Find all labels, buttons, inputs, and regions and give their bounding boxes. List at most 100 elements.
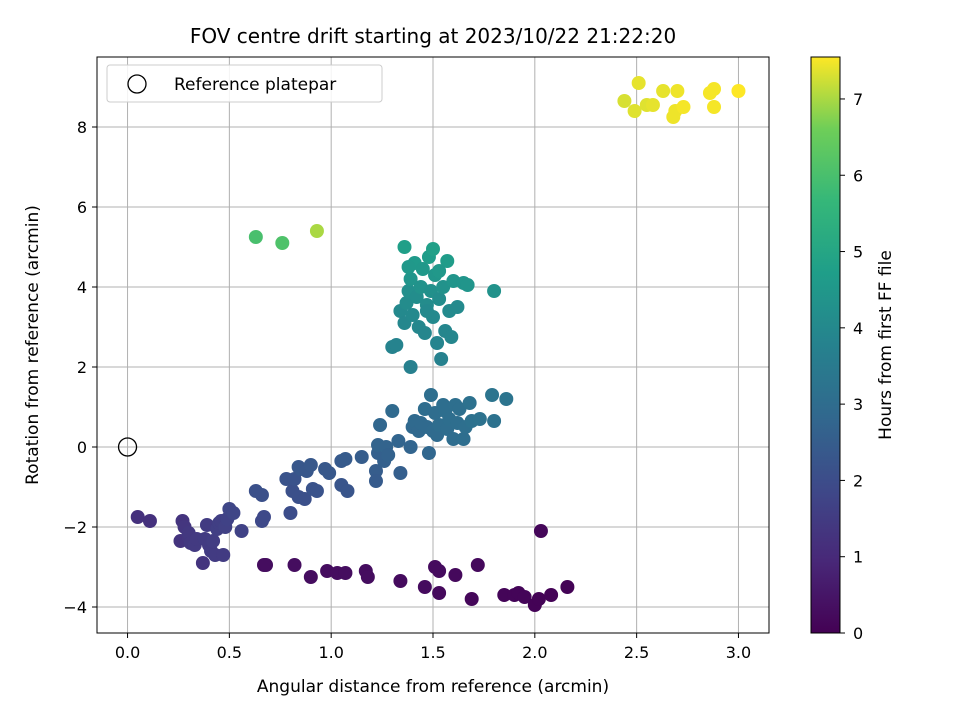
x-tick-label: 1.5: [420, 643, 445, 662]
data-point: [287, 558, 302, 572]
data-point: [389, 338, 404, 352]
colorbar-tick-label: 5: [853, 243, 863, 262]
data-point: [195, 556, 210, 570]
data-point: [381, 448, 396, 462]
data-point: [434, 352, 449, 366]
data-point: [256, 510, 271, 524]
data-point: [707, 100, 722, 114]
data-point: [206, 534, 221, 548]
data-point: [275, 236, 290, 250]
data-point: [432, 292, 447, 306]
data-point: [338, 452, 353, 466]
data-point: [460, 278, 475, 292]
y-tick-label: 6: [77, 198, 87, 217]
y-tick-label: 2: [77, 358, 87, 377]
data-point: [617, 94, 632, 108]
plot-points: [117, 76, 746, 612]
colorbar: [810, 56, 841, 634]
x-tick-label: 2.5: [624, 643, 649, 662]
x-axis-label: Angular distance from reference (arcmin): [257, 677, 609, 697]
plot-grid: [97, 57, 769, 633]
data-point: [373, 418, 388, 432]
axis-ticks: 0.0 0.5 1.0 1.5 2.0 2.5 3.0 −4 −2 0 2 4 6 8: [63, 118, 751, 662]
data-point: [645, 98, 660, 112]
data-point: [322, 466, 337, 480]
data-point: [432, 586, 447, 600]
x-tick-label: 0.5: [217, 643, 242, 662]
data-point: [216, 548, 231, 562]
legend-reference-marker: [127, 74, 147, 94]
data-point: [499, 392, 514, 406]
data-point: [340, 484, 355, 498]
data-point: [423, 388, 438, 402]
data-point: [656, 84, 671, 98]
data-point: [234, 524, 249, 538]
data-point: [544, 588, 559, 602]
data-point: [560, 580, 575, 594]
data-point: [627, 104, 642, 118]
data-point: [631, 76, 646, 90]
data-point: [368, 464, 383, 478]
data-point: [254, 488, 269, 502]
data-point: [130, 510, 145, 524]
data-point: [487, 284, 502, 298]
data-point: [485, 388, 500, 402]
y-tick-label: 8: [77, 118, 87, 137]
data-point: [426, 242, 440, 256]
data-point: [385, 404, 400, 418]
data-point: [419, 304, 434, 318]
data-point: [432, 264, 447, 278]
data-point: [448, 568, 463, 582]
data-point: [360, 570, 375, 584]
colorbar-tick-label: 2: [853, 471, 863, 490]
x-tick-label: 1.0: [318, 643, 343, 662]
data-point: [297, 492, 312, 506]
data-point: [444, 330, 459, 344]
x-tick-label: 3.0: [726, 643, 751, 662]
data-point: [531, 592, 546, 606]
data-point: [446, 432, 461, 446]
data-point: [393, 574, 408, 588]
data-point: [432, 564, 447, 578]
data-point: [462, 396, 477, 410]
data-point: [517, 590, 532, 604]
y-tick-label: 0: [77, 438, 87, 457]
data-point: [472, 412, 487, 426]
data-point: [309, 224, 324, 238]
colorbar-label: Hours from first FF file: [876, 250, 896, 440]
y-axis-label: Rotation from reference (arcmin): [23, 205, 43, 485]
reference-platepar-marker: [117, 437, 138, 457]
y-tick-label: −4: [63, 598, 87, 617]
colorbar-tick-label: 1: [853, 548, 863, 567]
y-tick-label: −2: [63, 518, 87, 537]
data-point: [533, 524, 548, 538]
data-point: [456, 432, 471, 446]
data-point: [417, 580, 432, 594]
data-point: [226, 506, 241, 520]
data-point: [707, 82, 722, 96]
data-point: [670, 84, 685, 98]
legend-box: [106, 64, 383, 103]
data-point: [403, 360, 418, 374]
colorbar-ticks: 0 1 2 3 4 5 6 7: [840, 90, 863, 643]
colorbar-tick-label: 0: [853, 624, 863, 643]
data-point: [430, 336, 445, 350]
data-point: [403, 272, 418, 286]
data-point: [391, 434, 406, 448]
colorbar-tick-label: 3: [853, 395, 863, 414]
x-tick-label: 2.0: [522, 643, 547, 662]
data-point: [283, 506, 298, 520]
chart-title: FOV centre drift starting at 2023/10/22 …: [190, 24, 676, 48]
data-point: [393, 466, 408, 480]
data-point: [354, 450, 369, 464]
data-point: [452, 402, 467, 416]
data-point: [401, 260, 416, 274]
data-point: [399, 296, 414, 310]
data-point: [303, 458, 318, 472]
colorbar-tick-label: 7: [853, 90, 863, 109]
data-point: [248, 230, 263, 244]
data-point: [464, 592, 479, 606]
data-point: [731, 84, 746, 98]
legend-entry-label: Reference platepar: [174, 75, 336, 95]
data-point: [421, 446, 436, 460]
